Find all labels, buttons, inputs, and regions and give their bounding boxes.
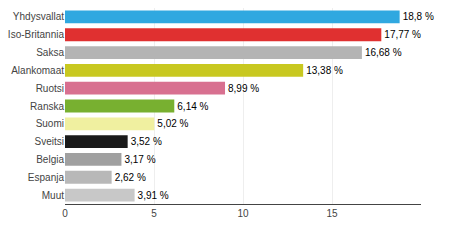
svg-text:Espanja: Espanja xyxy=(28,172,65,183)
svg-text:0: 0 xyxy=(62,208,68,219)
svg-text:6,14 %: 6,14 % xyxy=(177,101,208,112)
svg-text:8,99 %: 8,99 % xyxy=(228,83,259,94)
svg-text:Muut: Muut xyxy=(42,190,64,201)
svg-text:10: 10 xyxy=(237,208,249,219)
svg-text:Saksa: Saksa xyxy=(36,47,64,58)
svg-text:Yhdysvallat: Yhdysvallat xyxy=(13,11,64,22)
svg-text:13,38 %: 13,38 % xyxy=(306,65,343,76)
svg-text:3,52 %: 3,52 % xyxy=(131,136,162,147)
svg-text:18,8 %: 18,8 % xyxy=(403,11,434,22)
svg-text:Ruotsi: Ruotsi xyxy=(36,83,64,94)
svg-text:5: 5 xyxy=(151,208,157,219)
svg-text:Suomi: Suomi xyxy=(36,118,64,129)
svg-text:16,68 %: 16,68 % xyxy=(365,47,402,58)
svg-text:17,77 %: 17,77 % xyxy=(384,29,421,40)
svg-text:Ranska: Ranska xyxy=(30,101,64,112)
svg-text:3,17 %: 3,17 % xyxy=(124,154,155,165)
svg-text:Iso-Britannia: Iso-Britannia xyxy=(8,29,65,40)
svg-text:Alankomaat: Alankomaat xyxy=(11,65,64,76)
svg-text:15: 15 xyxy=(326,208,338,219)
svg-text:3,91 %: 3,91 % xyxy=(138,190,169,201)
svg-text:2,62 %: 2,62 % xyxy=(115,172,146,183)
svg-text:Belgia: Belgia xyxy=(36,154,64,165)
svg-text:5,02 %: 5,02 % xyxy=(157,118,188,129)
svg-text:Sveitsi: Sveitsi xyxy=(35,136,64,147)
